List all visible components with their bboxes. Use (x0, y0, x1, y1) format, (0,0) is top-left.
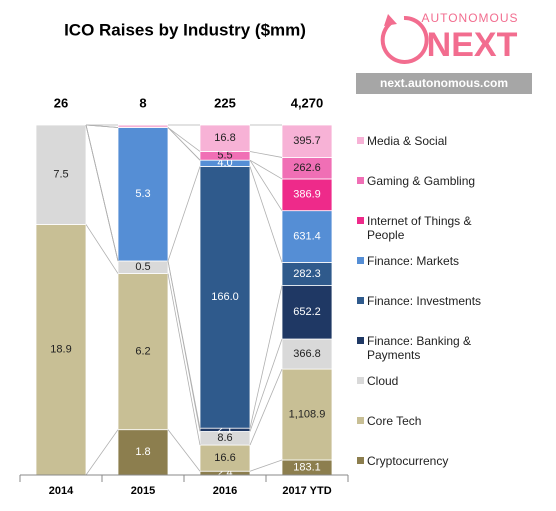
connector (249, 338, 283, 432)
data-label: 0.5 (135, 261, 150, 273)
bar-segment (281, 285, 333, 340)
connector (249, 151, 283, 158)
data-label: 282.3 (293, 268, 321, 280)
legend-label: Core Tech (367, 414, 422, 428)
data-label: 366.8 (293, 348, 321, 360)
connector (249, 166, 283, 263)
bar-segment (117, 429, 169, 476)
bar-segment (117, 273, 169, 431)
x-tick-label: 2015 (131, 485, 155, 497)
x-tick-label: 2017 YTD (282, 485, 331, 497)
data-label: 183.1 (293, 461, 321, 473)
connector (167, 127, 201, 161)
legend-label: Cryptocurrency (367, 454, 449, 468)
legend-label: Finance: Investments (367, 294, 482, 308)
connector (167, 127, 201, 152)
connector (249, 368, 283, 446)
bar-segment (117, 124, 169, 128)
logo-main: NEXT (427, 26, 518, 64)
data-label: 5.5 (217, 150, 232, 162)
bar-segment (35, 224, 87, 476)
legend-label: Internet of Things & People (367, 214, 472, 242)
data-label: 631.4 (293, 230, 321, 242)
bar-segment (117, 127, 169, 262)
data-label: 386.9 (293, 189, 321, 201)
x-tick-label: 2014 (49, 485, 74, 497)
logo-top: AUTONOMOUS (421, 11, 518, 25)
connector (249, 159, 283, 180)
bar-segment (199, 166, 251, 429)
bar-segment (281, 210, 333, 263)
connector (167, 166, 201, 262)
legend-label: Cloud (367, 374, 399, 388)
url-box (356, 73, 532, 94)
data-label: 5.3 (135, 188, 150, 200)
data-label: 652.2 (293, 306, 321, 318)
legend-label: Gaming & Gambling (367, 174, 476, 188)
legend-swatch (357, 377, 364, 384)
bar-segment (281, 178, 333, 212)
data-label: 395.7 (293, 135, 321, 147)
total-label: 8 (139, 95, 146, 110)
logo: AUTONOMOUS NEXT next.autonomous.com (356, 11, 532, 94)
legend-label: Finance: Markets (367, 254, 460, 268)
connector (85, 429, 119, 476)
legend-swatch (357, 177, 364, 184)
bar-segment (35, 124, 87, 225)
legend-swatch (357, 217, 364, 224)
connector (85, 224, 119, 274)
bar-segment (281, 124, 333, 158)
connector (85, 124, 119, 262)
connector (167, 273, 201, 446)
connector (167, 429, 201, 472)
total-label: 225 (214, 95, 236, 110)
legend-swatch (357, 457, 364, 464)
data-label: 6.2 (135, 346, 150, 358)
data-label: 1.8 (135, 446, 150, 458)
connector (85, 124, 119, 128)
legend-swatch (357, 297, 364, 304)
total-label: 26 (54, 95, 68, 110)
data-label: 18.9 (50, 344, 71, 356)
url: next.autonomous.com (380, 76, 508, 90)
bar-segment (199, 124, 251, 152)
legend-label: Media & Social (367, 134, 448, 148)
data-label: 16.8 (214, 132, 235, 144)
connector (249, 285, 283, 429)
x-tick-label: 2016 (213, 485, 237, 497)
data-label: 8.6 (217, 432, 232, 444)
total-label: 4,270 (291, 95, 324, 110)
data-label: 166.0 (211, 291, 239, 303)
connector (249, 159, 283, 211)
bar-segment (281, 338, 333, 370)
bar-segment (199, 444, 251, 472)
connector (167, 260, 201, 429)
bar-segment (281, 368, 333, 461)
connector (249, 459, 283, 472)
legend-swatch (357, 337, 364, 344)
data-label: 7.5 (53, 169, 68, 181)
logo-arrow (384, 14, 397, 26)
logo-ring (380, 15, 429, 64)
legend-label: Finance: Banking & Payments (367, 334, 472, 362)
data-label: 16.6 (214, 452, 235, 464)
data-label: 1,108.9 (289, 408, 326, 420)
chart-title: ICO Raises by Industry ($mm) (64, 20, 306, 39)
legend-swatch (357, 417, 364, 424)
legend-swatch (357, 257, 364, 264)
data-label: 262.6 (293, 162, 321, 174)
legend-swatch (357, 137, 364, 144)
